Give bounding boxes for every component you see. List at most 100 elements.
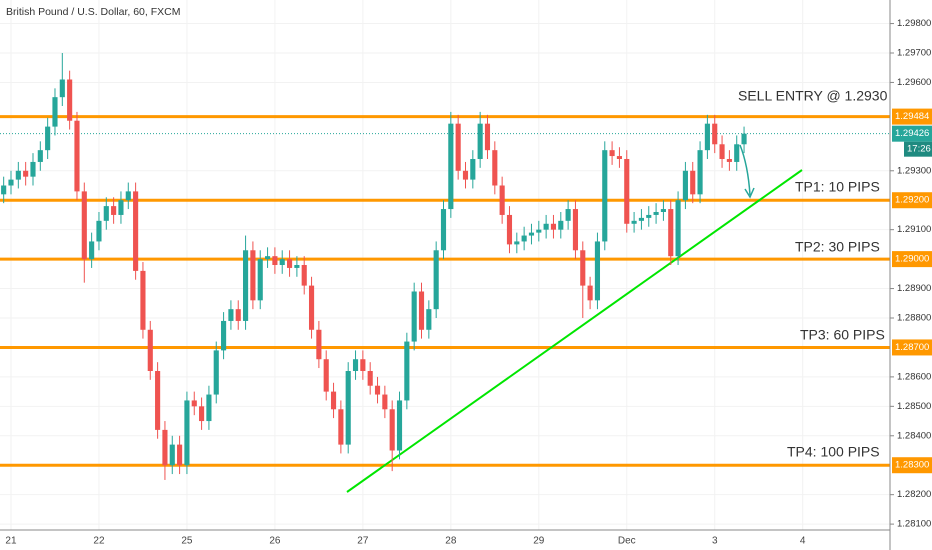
candle-body xyxy=(74,120,80,192)
y-tick-label: 1.29300 xyxy=(897,165,931,176)
candle-body xyxy=(23,170,29,177)
level-label-box xyxy=(892,457,932,474)
candle-body xyxy=(646,214,652,218)
candle-body xyxy=(67,79,73,121)
level-label-box xyxy=(892,192,932,209)
candle-body xyxy=(580,250,586,286)
candle-body xyxy=(587,285,593,301)
candle-body xyxy=(719,144,725,159)
candle-body xyxy=(470,159,476,180)
candle-body xyxy=(543,223,549,230)
candle-body xyxy=(162,429,168,466)
candle-body xyxy=(213,350,219,395)
candle-body xyxy=(81,191,87,260)
y-tick-label: 1.28100 xyxy=(897,519,931,530)
candle-body xyxy=(682,170,688,201)
candle-body xyxy=(45,126,51,151)
candle-body xyxy=(462,170,469,180)
candle-body xyxy=(37,150,43,162)
level-label: 1.28700 xyxy=(895,342,929,353)
candle-body xyxy=(265,256,271,260)
trendline xyxy=(346,169,803,493)
countdown-label: 17:26 xyxy=(907,144,931,155)
annotation: TP2: 30 PIPS xyxy=(795,239,880,255)
candle-body xyxy=(697,150,703,195)
candle-body xyxy=(477,123,483,159)
last-price-box xyxy=(892,125,932,142)
candle-body xyxy=(103,206,109,221)
arrow-line xyxy=(739,144,751,196)
candle-body xyxy=(638,217,644,221)
candle-body xyxy=(199,406,205,422)
countdown-box xyxy=(904,141,932,157)
chart-title: British Pound / U.S. Dollar, 60, FXCM xyxy=(6,6,180,18)
candle-body xyxy=(301,265,307,286)
candle-body xyxy=(418,291,425,330)
candle-body xyxy=(616,156,622,159)
candle-body xyxy=(345,371,351,445)
candle-body xyxy=(624,159,630,224)
candle-body xyxy=(514,241,520,245)
candle-body xyxy=(374,385,381,395)
candle-body xyxy=(565,209,571,221)
candle-body xyxy=(528,232,535,236)
candle-body xyxy=(484,123,491,151)
candle-body xyxy=(668,209,674,257)
level-label-box xyxy=(892,108,932,125)
candle-body xyxy=(536,229,542,233)
candle-body xyxy=(492,150,498,186)
candle-body xyxy=(294,265,300,268)
candle-body xyxy=(506,214,513,245)
candle-body xyxy=(389,409,395,451)
annotation: TP1: 10 PIPS xyxy=(795,179,880,195)
candle-body xyxy=(426,309,432,330)
candle-body xyxy=(272,256,278,265)
candle-body xyxy=(594,241,601,301)
candle-body xyxy=(243,250,249,321)
candle-body xyxy=(360,359,366,371)
candle-body xyxy=(741,133,747,145)
x-tick-label: 25 xyxy=(181,536,193,547)
candle-body xyxy=(455,123,461,171)
candle-body xyxy=(147,329,153,371)
candle-body xyxy=(52,97,58,127)
x-tick-label: 27 xyxy=(357,536,369,547)
candle-body xyxy=(140,270,146,330)
candle-body xyxy=(448,123,454,210)
candle-body xyxy=(440,209,447,251)
candle-body xyxy=(396,400,403,451)
candle-body xyxy=(382,394,388,410)
candle-body xyxy=(316,329,322,360)
candle-body xyxy=(118,200,124,215)
last-price-label: 1.29426 xyxy=(895,128,929,139)
candle-body xyxy=(169,444,175,466)
x-tick-label: 26 xyxy=(269,536,281,547)
candle-body xyxy=(257,259,263,301)
candle-body xyxy=(1,185,7,195)
annotation: SELL ENTRY @ 1.2930 xyxy=(738,88,888,104)
y-tick-label: 1.29600 xyxy=(897,77,931,88)
candle-body xyxy=(235,309,241,321)
x-tick-label: Dec xyxy=(618,536,636,547)
candle-body xyxy=(8,179,14,186)
candle-body xyxy=(330,391,337,410)
candle-body xyxy=(184,400,190,466)
y-tick-label: 1.29800 xyxy=(897,18,931,29)
candle-body xyxy=(30,161,36,177)
y-tick-label: 1.28200 xyxy=(897,489,931,500)
y-tick-label: 1.28900 xyxy=(897,283,931,294)
candle-body xyxy=(653,212,659,215)
level-label: 1.29200 xyxy=(895,195,929,206)
candle-body xyxy=(712,123,718,145)
candle-body xyxy=(352,359,359,371)
candle-body xyxy=(155,371,161,430)
candle-body xyxy=(404,341,410,401)
candle-body xyxy=(572,209,579,251)
x-tick-label: 3 xyxy=(712,536,718,547)
candle-body xyxy=(602,150,608,242)
level-label: 1.29000 xyxy=(895,254,929,265)
candle-body xyxy=(550,223,557,230)
candle-body xyxy=(308,285,315,330)
y-tick-label: 1.29700 xyxy=(897,48,931,59)
